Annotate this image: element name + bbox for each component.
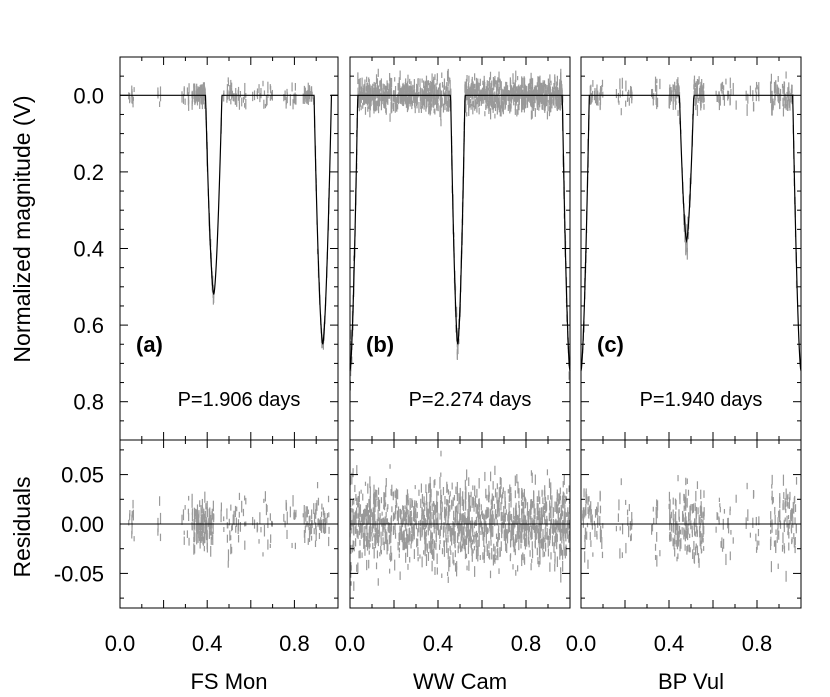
model-curves-layer xyxy=(120,94,802,525)
panel-a-star-name: FS Mon xyxy=(190,669,267,694)
panel-c-top-frame xyxy=(580,56,802,441)
data-points-layer xyxy=(128,68,798,591)
x-tick-label: 0.4 xyxy=(654,631,685,656)
y-axis-label-top: Normalized magnitude (V) xyxy=(9,95,35,362)
x-tick-label: 0.0 xyxy=(335,631,366,656)
x-tick-label: 0.8 xyxy=(742,631,773,656)
x-tick-label: 0.4 xyxy=(423,631,454,656)
y-tick-label-top: 0.4 xyxy=(73,237,104,262)
panel-b-top-frame xyxy=(349,56,571,441)
panel-c-residual-data xyxy=(582,474,798,582)
panel-a-top-frame xyxy=(119,56,339,441)
y-tick-label-bottom: 0.00 xyxy=(61,512,104,537)
panel-b-star-name: WW Cam xyxy=(413,669,507,694)
panel-b-period-label: P=2.274 days xyxy=(409,389,532,411)
panel-a-data xyxy=(128,77,330,350)
panel-a-tag: (a) xyxy=(136,332,163,357)
y-tick-label-bottom: 0.05 xyxy=(61,463,104,488)
y-tick-label-top: 0.0 xyxy=(73,83,104,108)
panel-b-model-curve xyxy=(349,94,571,372)
x-tick-label: 0.0 xyxy=(566,631,597,656)
y-tick-label-top: 0.6 xyxy=(73,313,104,338)
panel-b-tag: (b) xyxy=(366,332,394,357)
ticks-layer xyxy=(119,56,802,608)
panel-c-period-label: P=1.940 days xyxy=(640,389,763,411)
y-tick-label-bottom: -0.05 xyxy=(54,561,104,586)
x-tick-label: 0.0 xyxy=(105,631,136,656)
x-tick-label: 0.4 xyxy=(192,631,223,656)
x-tick-label: 0.8 xyxy=(511,631,542,656)
panel-c-tag: (c) xyxy=(597,332,624,357)
panel-a-model-curve xyxy=(120,94,338,345)
y-tick-label-top: 0.8 xyxy=(73,390,104,415)
y-axis-label-bottom: Residuals xyxy=(9,477,35,578)
panel-a-period-label: P=1.906 days xyxy=(178,389,301,411)
panel-c-model-curve xyxy=(580,94,802,372)
x-tick-label: 0.8 xyxy=(279,631,310,656)
panel-b-residual-data xyxy=(349,450,571,591)
panel-c-star-name: BP Vul xyxy=(658,669,724,694)
panel-a-residual-data xyxy=(128,482,330,568)
y-tick-label-top: 0.2 xyxy=(73,160,104,185)
